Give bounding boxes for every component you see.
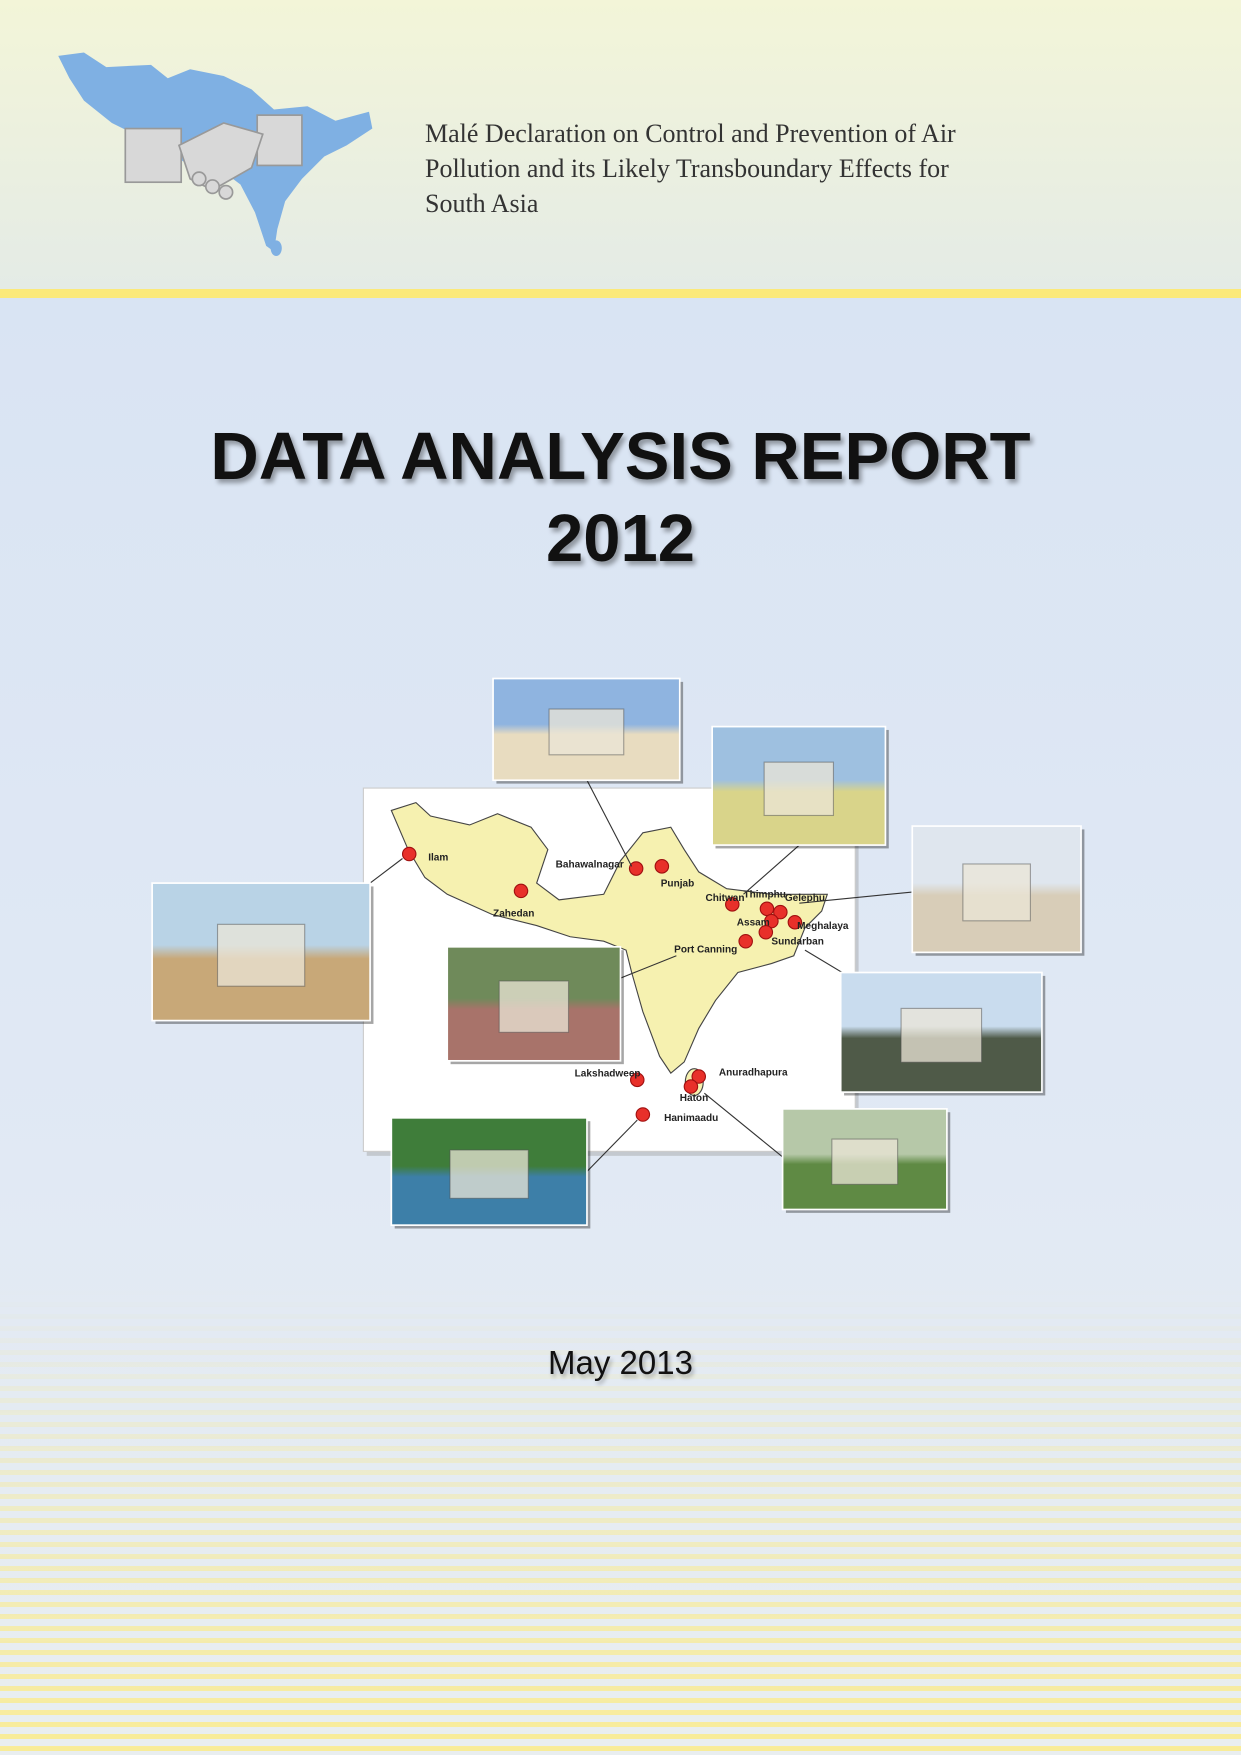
site-label: Anuradhapura (719, 1067, 788, 1078)
site-marker (630, 1072, 645, 1088)
site-marker (738, 933, 753, 949)
report-year: 2012 (545, 501, 696, 576)
decorative-stripes (0, 1290, 1241, 1755)
south-asia-land (390, 801, 829, 1074)
site-marker (787, 914, 803, 930)
site-marker (628, 861, 644, 876)
station-photo-sri-lanka (781, 1108, 951, 1213)
org-line-3: South Asia (425, 189, 539, 218)
org-line-2: Pollution and its Likely Transboundary E… (425, 154, 949, 183)
report-title: DATA ANALYSIS REPORT (210, 419, 1031, 494)
station-photo-sundarban (839, 971, 1046, 1096)
publication-date: May 2013 (548, 1344, 693, 1381)
station-photo-bahawalnagar (492, 677, 684, 784)
site-label: Haton (680, 1093, 708, 1104)
station-photo-ilam (151, 882, 374, 1024)
site-marker (401, 846, 417, 862)
site-label: Punjab (661, 878, 695, 889)
site-label: Gelephu (785, 893, 825, 904)
site-label: Thimphu (743, 890, 785, 901)
site-label: Chitwan (705, 893, 744, 904)
header-divider (0, 289, 1241, 298)
site-marker (773, 904, 788, 920)
site-marker (635, 1107, 651, 1122)
site-label: Assam (737, 918, 770, 929)
logo (58, 52, 373, 256)
site-label: Sundarban (771, 937, 823, 948)
site-label: Ilam (428, 853, 448, 864)
site-label: Meghalaya (797, 921, 849, 932)
site-label: Zahedan (493, 909, 534, 920)
site-marker (683, 1079, 699, 1094)
org-line-1: Malé Declaration on Control and Preventi… (425, 119, 956, 148)
station-photo-hanimaadu (390, 1116, 591, 1229)
site-label: Port Canning (674, 944, 737, 955)
station-photo-port-canning (446, 945, 624, 1065)
site-marker (758, 925, 774, 940)
site-label: Lakshadweep (575, 1068, 641, 1079)
station-photo-thimphu (911, 825, 1085, 956)
site-marker (759, 901, 775, 917)
site-marker (725, 897, 740, 912)
site-marker (654, 859, 670, 874)
site-marker (691, 1069, 707, 1084)
handshake-icon (124, 114, 303, 200)
organization-name: Malé Declaration on Control and Preventi… (425, 116, 956, 221)
site-label: Bahawalnagar (556, 859, 624, 870)
site-marker (513, 883, 529, 899)
site-label: Hanimaadu (664, 1113, 718, 1124)
station-photo-chitwan (711, 725, 889, 849)
